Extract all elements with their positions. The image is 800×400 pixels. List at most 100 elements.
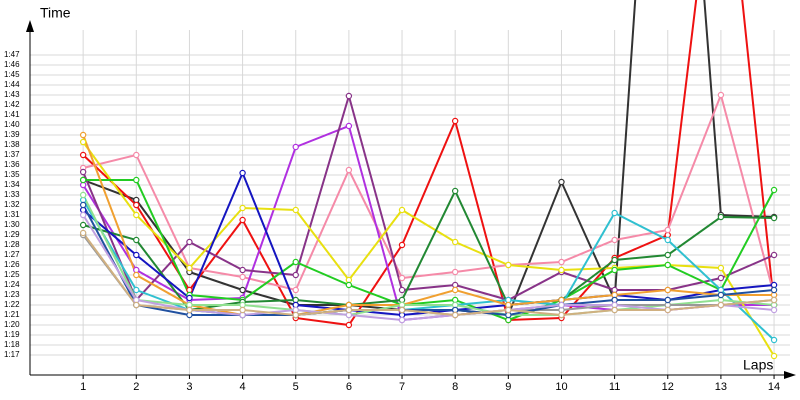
- point: [770, 352, 778, 360]
- point: [664, 236, 671, 244]
- point: [717, 291, 725, 299]
- x-tick-label: 6: [346, 381, 352, 393]
- y-tick-label: 1:25: [4, 270, 20, 279]
- point: [79, 138, 87, 146]
- point: [345, 281, 353, 289]
- point: [717, 264, 725, 272]
- point: [770, 186, 778, 194]
- y-tick-label: 1:34: [4, 180, 20, 189]
- y-tick-label: 1:44: [4, 80, 20, 89]
- y-tick-label: 1:24: [4, 280, 20, 289]
- x-tick-label: 12: [662, 381, 674, 393]
- point: [133, 286, 140, 294]
- point: [558, 258, 565, 266]
- x-tick-label: 1: [80, 381, 86, 393]
- point: [717, 213, 725, 221]
- y-tick-label: 1:21: [4, 310, 20, 319]
- point: [717, 274, 725, 282]
- point: [664, 226, 671, 234]
- point: [239, 169, 246, 177]
- series-line: [82, 204, 775, 317]
- y-tick-label: 1:20: [4, 320, 20, 329]
- point: [611, 256, 618, 264]
- point: [345, 306, 353, 314]
- point: [292, 286, 299, 294]
- point: [558, 178, 565, 186]
- point: [345, 92, 353, 100]
- point: [133, 151, 140, 159]
- x-tick-label: 8: [452, 381, 458, 393]
- x-tick-label: 3: [186, 381, 192, 393]
- y-tick-label: 1:42: [4, 100, 20, 109]
- point: [79, 151, 87, 159]
- series-line: [82, 0, 776, 327]
- point: [292, 258, 299, 266]
- x-tick-label: 5: [293, 381, 299, 393]
- grid: [30, 30, 790, 375]
- y-tick-label: 1:23: [4, 290, 20, 299]
- point: [292, 271, 299, 279]
- y-tick-label: 1:27: [4, 250, 20, 259]
- point: [79, 229, 87, 237]
- x-axis-label: Laps: [743, 357, 773, 373]
- point: [79, 191, 87, 199]
- point: [611, 209, 618, 217]
- y-tick-label: 1:22: [4, 300, 20, 309]
- point: [451, 238, 459, 246]
- series-line: [82, 141, 775, 357]
- point: [451, 117, 459, 125]
- point: [664, 306, 671, 314]
- point: [398, 286, 406, 294]
- point: [79, 131, 87, 139]
- point: [398, 316, 406, 324]
- series-line: [82, 134, 775, 316]
- point: [558, 301, 565, 309]
- point: [239, 286, 246, 294]
- series-line: [83, 179, 775, 322]
- point: [79, 201, 87, 209]
- x-tick-label: 2: [133, 381, 139, 393]
- point: [770, 296, 778, 304]
- point: [133, 271, 140, 279]
- point: [186, 294, 193, 302]
- y-tick-label: 1:29: [4, 230, 20, 239]
- point: [451, 268, 459, 276]
- x-tick-label: 10: [555, 381, 567, 393]
- point: [239, 266, 246, 274]
- y-tick-label: 1:45: [4, 70, 20, 79]
- y-tick-label: 1:26: [4, 260, 20, 269]
- y-tick-label: 1:28: [4, 240, 20, 249]
- y-tick-label: 1:31: [4, 210, 20, 219]
- y-tick-label: 1:18: [4, 340, 20, 349]
- point: [186, 306, 193, 314]
- point: [133, 301, 140, 309]
- point: [664, 296, 671, 304]
- point: [398, 306, 406, 314]
- x-tick-label: 11: [609, 381, 620, 393]
- y-tick-label: 1:19: [4, 330, 20, 339]
- y-tick-label: 1:40: [4, 120, 20, 129]
- point: [186, 264, 193, 272]
- x-tick-label: 13: [715, 381, 727, 393]
- series-line: [82, 232, 775, 317]
- point: [770, 336, 778, 344]
- point: [770, 306, 778, 314]
- point: [611, 236, 618, 244]
- point: [79, 176, 87, 184]
- point: [79, 211, 87, 219]
- y-axis-arrow: [26, 20, 34, 32]
- series-line: [82, 188, 775, 312]
- y-tick-label: 1:47: [4, 50, 20, 59]
- y-tick-label: 1:41: [4, 110, 20, 119]
- point: [239, 204, 246, 212]
- x-tick-label: 14: [768, 381, 780, 393]
- point: [239, 273, 246, 281]
- point: [133, 201, 140, 209]
- point: [398, 274, 406, 282]
- point: [292, 311, 299, 319]
- point: [717, 301, 725, 309]
- point: [770, 286, 778, 294]
- point: [664, 251, 671, 259]
- y-tick-label: 1:33: [4, 190, 20, 199]
